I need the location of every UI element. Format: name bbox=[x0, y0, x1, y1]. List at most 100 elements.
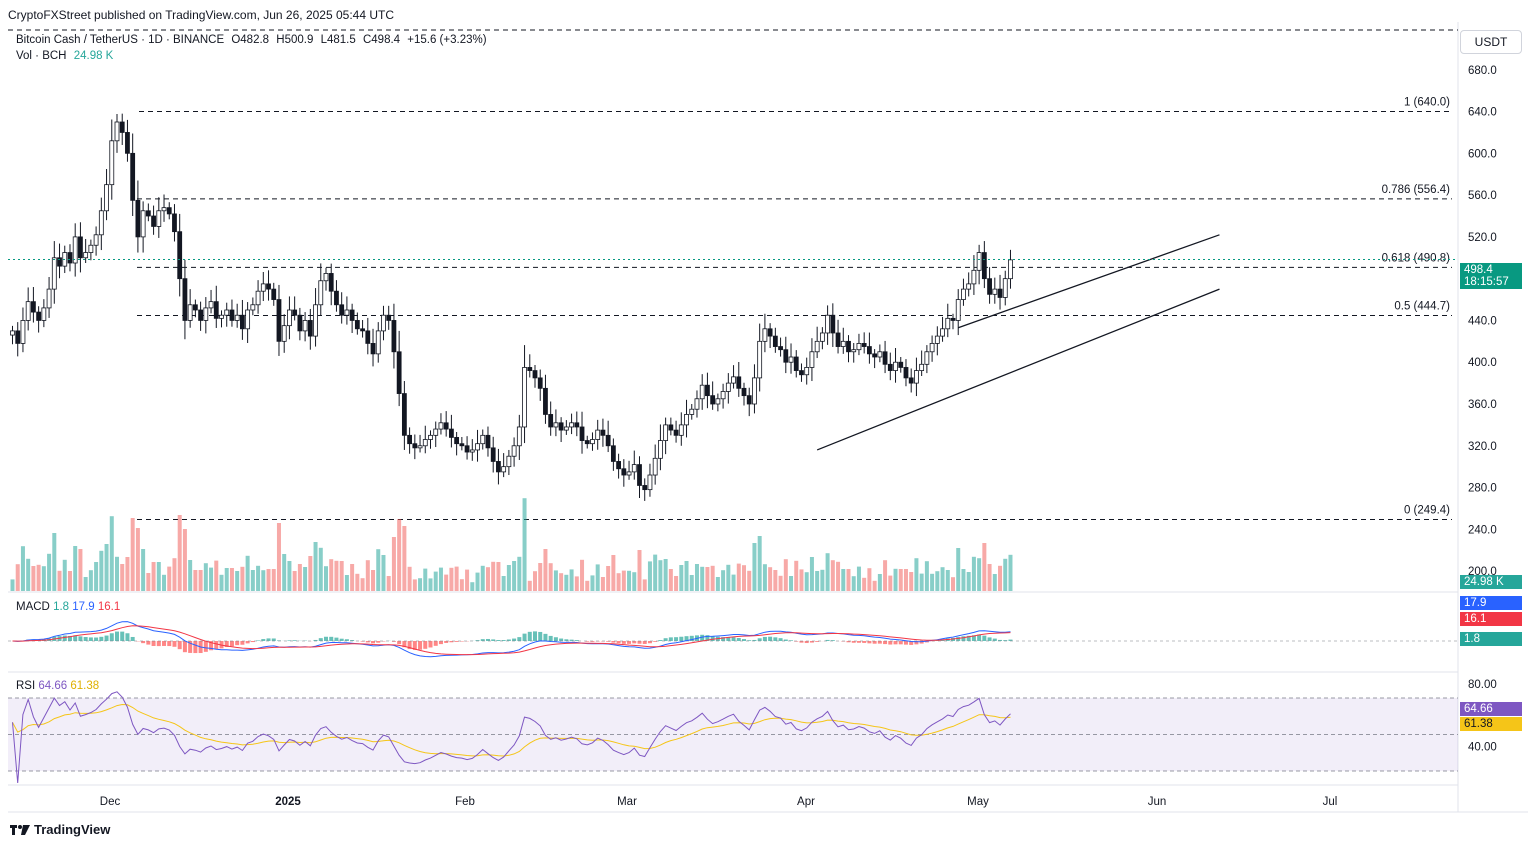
macd-histogram-bar bbox=[778, 638, 783, 641]
candle-body bbox=[391, 320, 397, 353]
candle-body bbox=[260, 283, 266, 292]
volume-bar bbox=[276, 523, 281, 591]
candle-body bbox=[161, 207, 167, 212]
tradingview-logo[interactable]: TradingView bbox=[10, 822, 110, 837]
candle-body bbox=[151, 215, 156, 227]
candle-body bbox=[966, 283, 972, 290]
volume-bar bbox=[731, 574, 736, 591]
volume-bar bbox=[883, 560, 888, 591]
macd-histogram-bar bbox=[235, 641, 240, 646]
volume-bar bbox=[778, 575, 783, 591]
macd-histogram-bar bbox=[141, 641, 146, 644]
candle-body bbox=[626, 471, 632, 476]
macd-histogram-bar bbox=[856, 641, 861, 643]
candle-body bbox=[166, 207, 172, 215]
volume-bar bbox=[88, 570, 93, 591]
fib-level-label: 1 (640.0) bbox=[1404, 97, 1450, 109]
currency-button[interactable]: USDT bbox=[1460, 30, 1522, 54]
macd-histogram-bar bbox=[172, 641, 177, 647]
volume-bar bbox=[318, 547, 323, 591]
macd-histogram-bar bbox=[334, 637, 339, 641]
macd-histogram-bar bbox=[966, 635, 971, 641]
rsi-tick-label: 40.00 bbox=[1468, 742, 1497, 754]
candle-body bbox=[469, 449, 475, 453]
macd-histogram-bar bbox=[261, 639, 266, 641]
macd-histogram-bar bbox=[668, 637, 673, 641]
channel-upper-line bbox=[958, 234, 1220, 329]
volume-bar bbox=[742, 565, 746, 591]
macd-signal-line bbox=[12, 625, 1011, 656]
volume-bar bbox=[360, 578, 365, 591]
macd-histogram-bar bbox=[182, 641, 187, 653]
volume-bar bbox=[867, 568, 872, 591]
macd-histogram-bar bbox=[412, 641, 417, 650]
volume-bar bbox=[386, 576, 391, 591]
volume-label[interactable]: Vol · BCH bbox=[16, 50, 67, 62]
candle-body bbox=[448, 428, 454, 438]
candle-body bbox=[532, 370, 538, 379]
candle-body bbox=[41, 307, 47, 321]
volume-bar bbox=[924, 561, 929, 591]
candle-body bbox=[433, 428, 439, 436]
x-tick-label: Feb bbox=[455, 796, 475, 808]
rsi-label[interactable]: RSI bbox=[16, 680, 36, 692]
volume-bar bbox=[668, 569, 673, 591]
candle-body bbox=[710, 395, 716, 405]
macd-label[interactable]: MACD bbox=[16, 601, 50, 613]
volume-bar bbox=[914, 558, 919, 591]
volume-bar bbox=[193, 570, 198, 591]
volume-bar bbox=[940, 567, 945, 591]
volume-bar bbox=[951, 577, 955, 591]
volume-bar bbox=[647, 561, 652, 591]
volume-bar bbox=[846, 569, 851, 591]
volume-bar bbox=[125, 557, 130, 591]
macd-histogram-bar bbox=[987, 637, 992, 641]
symbol-name[interactable]: Bitcoin Cash / TetherUS · 1D · BINANCE bbox=[16, 34, 225, 46]
candle-body bbox=[663, 424, 669, 441]
candle-body bbox=[950, 317, 956, 321]
volume-bar bbox=[282, 554, 287, 591]
macd-histogram-bar bbox=[344, 639, 349, 641]
candle-body bbox=[819, 332, 825, 342]
macd-histogram-bar bbox=[903, 641, 908, 645]
candle-body bbox=[851, 349, 857, 353]
y-tick-label: 280.0 bbox=[1468, 483, 1497, 495]
candle-body bbox=[360, 328, 365, 332]
macd-histogram-bar bbox=[731, 637, 736, 641]
candle-body bbox=[224, 309, 230, 316]
macd-histogram-bar bbox=[506, 639, 511, 641]
volume-bar bbox=[303, 567, 308, 591]
candle-body bbox=[271, 288, 277, 300]
macd-histogram-bar bbox=[564, 639, 569, 641]
macd-histogram-bar bbox=[256, 640, 261, 641]
candle-body bbox=[98, 210, 104, 236]
volume-bar bbox=[402, 526, 407, 591]
macd-histogram-bar bbox=[271, 638, 276, 641]
candle-body bbox=[192, 304, 198, 311]
candle-body bbox=[877, 351, 883, 358]
macd-line bbox=[12, 621, 1011, 658]
candle-body bbox=[323, 273, 329, 282]
macd-histogram-bar bbox=[522, 633, 527, 641]
macd-line-value: 17.9 bbox=[72, 601, 95, 613]
volume-bar bbox=[877, 574, 882, 591]
volume-bar bbox=[898, 569, 903, 591]
signal-tag: 16.1 bbox=[1460, 612, 1522, 626]
macd-histogram-bar bbox=[752, 639, 757, 641]
bar-countdown: 18:15:57 bbox=[1464, 276, 1509, 288]
candle-body bbox=[203, 307, 209, 321]
candle-body bbox=[914, 370, 919, 384]
volume-bar bbox=[512, 561, 517, 591]
candle-body bbox=[752, 377, 757, 405]
volume-bar bbox=[715, 577, 720, 591]
candle-body bbox=[731, 376, 736, 384]
volume-bar bbox=[569, 569, 574, 591]
macd-histogram-bar bbox=[872, 641, 877, 644]
macd-hist-value: 1.8 bbox=[53, 601, 70, 613]
volume-bar bbox=[966, 572, 971, 591]
volume-bar bbox=[961, 569, 966, 591]
candle-body bbox=[506, 455, 512, 468]
candle-body bbox=[125, 132, 130, 154]
macd-histogram-bar bbox=[924, 641, 929, 643]
